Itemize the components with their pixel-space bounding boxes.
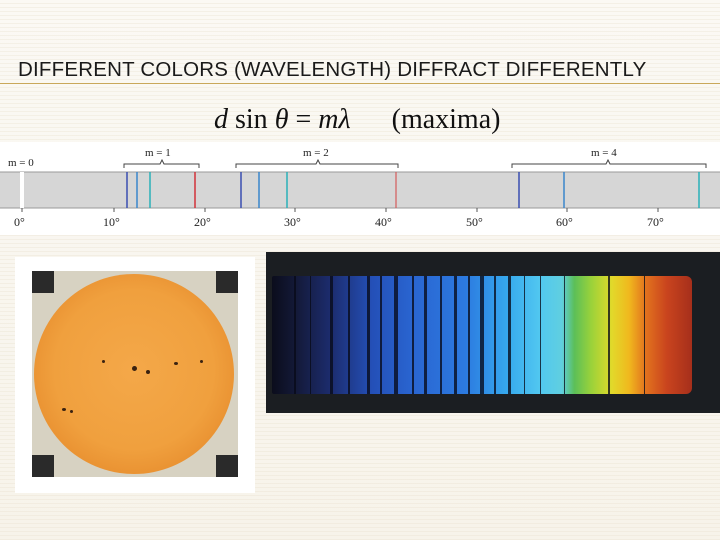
tick-label-10: 10° — [103, 215, 120, 229]
absorption-line — [564, 276, 565, 394]
zero-order-line — [20, 172, 24, 208]
absorption-line — [294, 276, 296, 394]
absorption-line — [480, 276, 484, 394]
diffraction-scale-svg: m = 0 m = 1 m = 2 m = 4 0° 10° 20° 30° 4… — [0, 147, 720, 229]
order-label-m4: m = 4 — [591, 147, 617, 159]
sun-photo — [32, 271, 238, 477]
absorption-line — [412, 276, 414, 394]
equation-text: d sin θ = mλ — [214, 104, 351, 135]
diffraction-angle-scale: m = 0 m = 1 m = 2 m = 4 0° 10° 20° 30° 4… — [0, 142, 720, 235]
photo-corner — [32, 271, 54, 293]
degree-ticks — [21, 208, 659, 212]
order-label-m2: m = 2 — [303, 147, 329, 159]
sun-disc — [34, 274, 234, 474]
sunspot — [70, 410, 73, 413]
tick-label-70: 70° — [647, 215, 664, 229]
absorption-line — [367, 276, 370, 394]
tick-label-60: 60° — [556, 215, 573, 229]
sunspot — [102, 360, 105, 363]
absorption-line — [454, 276, 457, 394]
tick-label-0: 0° — [14, 215, 25, 229]
grating-equation: d sin θ = mλ (maxima) — [214, 104, 500, 136]
absorption-line — [494, 276, 496, 394]
tick-label-50: 50° — [466, 215, 483, 229]
absorption-line — [540, 276, 541, 394]
photo-corner — [216, 455, 238, 477]
absorption-line — [424, 276, 427, 394]
absorption-line — [310, 276, 311, 394]
order-label-m1: m = 1 — [145, 147, 171, 159]
m4-brace — [511, 158, 707, 168]
absorption-line — [524, 276, 525, 394]
tick-label-40: 40° — [375, 215, 392, 229]
absorption-line — [394, 276, 398, 394]
photo-corner — [216, 271, 238, 293]
absorption-line — [380, 276, 382, 394]
photo-corner — [32, 455, 54, 477]
sunspot — [146, 370, 150, 374]
absorption-line — [330, 276, 333, 394]
absorption-line — [348, 276, 350, 394]
spectrum-band — [272, 276, 692, 394]
equation-note: (maxima) — [391, 104, 501, 135]
tick-label-30: 30° — [284, 215, 301, 229]
title-divider — [0, 83, 720, 84]
sun-photo-frame — [15, 257, 255, 493]
absorption-line — [608, 276, 610, 394]
absorption-line — [440, 276, 442, 394]
m2-brace — [235, 158, 399, 168]
sunspot — [62, 408, 66, 411]
absorption-line — [644, 276, 645, 394]
scale-band — [0, 172, 720, 208]
order-label-m0: m = 0 — [8, 157, 34, 169]
slide-title: DIFFERENT COLORS (WAVELENGTH) DIFFRACT D… — [18, 58, 647, 81]
sunspot — [132, 366, 137, 371]
absorption-line — [508, 276, 511, 394]
sunspot — [174, 362, 178, 365]
solar-spectrum-photo — [266, 252, 720, 413]
sunspot — [200, 360, 203, 363]
absorption-line — [468, 276, 470, 394]
tick-label-20: 20° — [194, 215, 211, 229]
m1-brace — [123, 158, 200, 168]
